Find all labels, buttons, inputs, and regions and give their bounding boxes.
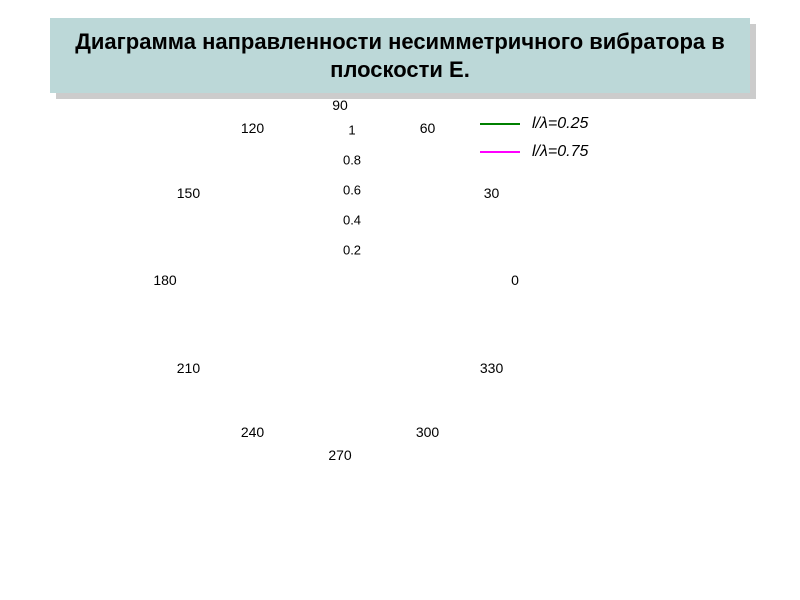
legend-label: l/λ=0.25 xyxy=(532,115,588,133)
radial-label: 0.4 xyxy=(343,213,361,228)
angle-label: 330 xyxy=(480,360,503,376)
legend: l/λ=0.25 l/λ=0.75 xyxy=(480,115,588,171)
angle-label: 30 xyxy=(484,185,500,201)
title-container: Диаграмма направленности несимметричного… xyxy=(50,18,750,93)
legend-line xyxy=(480,151,520,153)
legend-item: l/λ=0.75 xyxy=(480,143,588,161)
title-box: Диаграмма направленности несимметричного… xyxy=(50,18,750,93)
angle-label: 240 xyxy=(241,424,264,440)
angle-label: 300 xyxy=(416,424,439,440)
angle-label: 0 xyxy=(511,272,519,288)
angle-label: 210 xyxy=(177,360,200,376)
legend-item: l/λ=0.25 xyxy=(480,115,588,133)
legend-label: l/λ=0.75 xyxy=(532,143,588,161)
radial-label: 0.8 xyxy=(343,153,361,168)
page-title: Диаграмма направленности несимметричного… xyxy=(64,28,736,83)
angle-label: 270 xyxy=(328,447,351,463)
angle-label: 150 xyxy=(177,185,200,201)
angle-label: 120 xyxy=(241,120,264,136)
angle-label: 60 xyxy=(420,120,436,136)
legend-line xyxy=(480,123,520,125)
radial-label: 0.2 xyxy=(343,243,361,258)
angle-label: 180 xyxy=(153,272,176,288)
angle-label: 90 xyxy=(332,97,348,113)
radial-label: 0.6 xyxy=(343,183,361,198)
radial-label: 1 xyxy=(348,123,355,138)
